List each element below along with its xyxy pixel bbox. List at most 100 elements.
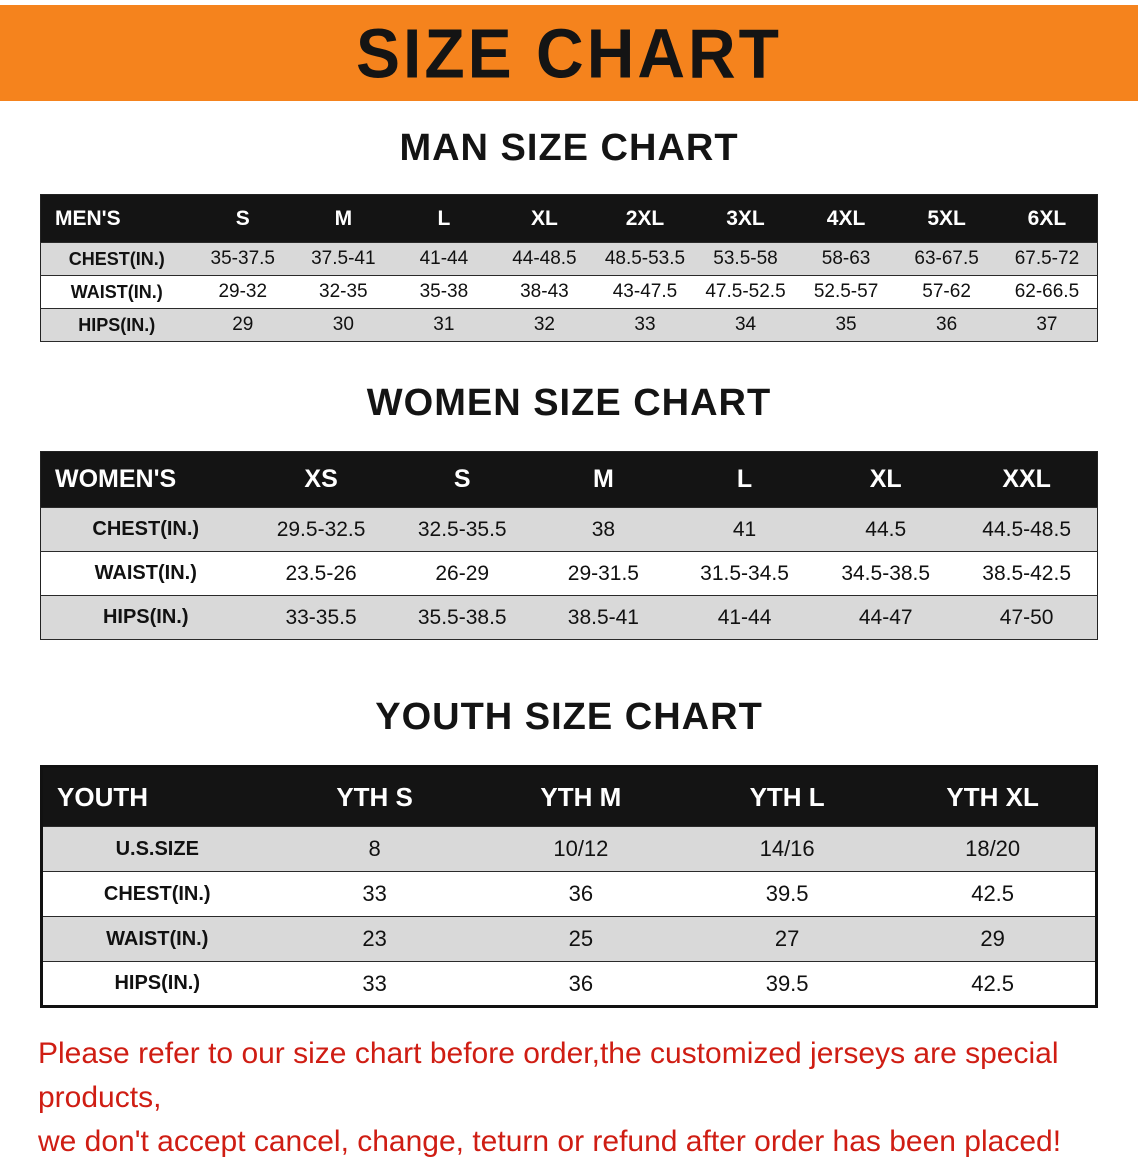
banner: SIZE CHART xyxy=(0,5,1138,101)
size-value: 38.5-41 xyxy=(532,595,674,640)
size-value: 42.5 xyxy=(890,961,1097,1007)
size-column-header: L xyxy=(673,451,816,508)
size-column-header: XXL xyxy=(956,451,1098,508)
size-value: 33-35.5 xyxy=(250,595,392,640)
size-value: 47.5-52.5 xyxy=(695,275,796,309)
size-value: 32-35 xyxy=(293,275,394,309)
measure-label: HIPS(IN.) xyxy=(41,961,272,1007)
table-corner-label: YOUTH xyxy=(41,766,272,827)
table-row: CHEST(IN.) 33 36 39.5 42.5 xyxy=(41,871,1097,917)
table-header-row: MEN'S S M L XL 2XL 3XL 4XL 5XL 6XL xyxy=(40,194,1098,243)
size-value: 33 xyxy=(594,308,696,342)
note-line-1: Please refer to our size chart before or… xyxy=(38,1037,1059,1114)
size-value: 44-48.5 xyxy=(494,242,595,276)
size-value: 44.5 xyxy=(815,507,957,552)
size-value: 31 xyxy=(393,308,495,342)
size-value: 33 xyxy=(271,871,478,917)
size-value: 23 xyxy=(271,916,478,962)
footer-note: Please refer to our size chart before or… xyxy=(38,1032,1100,1164)
size-value: 26-29 xyxy=(391,551,533,596)
measure-label: HIPS(IN.) xyxy=(40,595,251,640)
size-value: 35-38 xyxy=(393,275,495,309)
youth-size-table: YOUTH YTH S YTH M YTH L YTH XL U.S.SIZE 8 10/12… xyxy=(40,765,1098,1008)
size-value: 29.5-32.5 xyxy=(250,507,392,552)
size-value: 23.5-26 xyxy=(250,551,392,596)
youth-section: YOUTH SIZE CHART YOUTH YTH S YTH M YTH L YTH… xyxy=(0,696,1138,1008)
size-value: 29-32 xyxy=(192,275,294,309)
measure-label: WAIST(IN.) xyxy=(40,551,251,596)
size-value: 47-50 xyxy=(956,595,1098,640)
measure-label: U.S.SIZE xyxy=(41,826,272,872)
size-column-header: 5XL xyxy=(896,194,997,243)
measure-label: HIPS(IN.) xyxy=(40,308,193,342)
size-column-header: 6XL xyxy=(996,194,1098,243)
size-column-header: XL xyxy=(815,451,957,508)
size-column-header: XL xyxy=(494,194,595,243)
size-value: 36 xyxy=(477,961,684,1007)
size-value: 41 xyxy=(673,507,816,552)
size-column-header: YTH XL xyxy=(890,766,1097,827)
size-column-header: S xyxy=(192,194,294,243)
size-value: 32.5-35.5 xyxy=(391,507,533,552)
size-value: 67.5-72 xyxy=(996,242,1098,276)
women-heading: WOMEN SIZE CHART xyxy=(366,382,772,424)
size-value: 42.5 xyxy=(890,871,1097,917)
size-value: 63-67.5 xyxy=(896,242,997,276)
table-row: CHEST(IN.) 29.5-32.5 32.5-35.5 38 41 44.5 44.5… xyxy=(40,507,1098,552)
table-row: HIPS(IN.) 33 36 39.5 42.5 xyxy=(41,961,1097,1007)
size-value: 53.5-58 xyxy=(695,242,796,276)
size-value: 32 xyxy=(494,308,595,342)
size-column-header: 4XL xyxy=(795,194,897,243)
size-value: 31.5-34.5 xyxy=(673,551,816,596)
women-size-table: WOMEN'S XS S M L XL XXL CHEST(IN.) 29.5-32.5 32.5… xyxy=(40,451,1098,640)
measure-label: WAIST(IN.) xyxy=(40,275,193,309)
size-value: 25 xyxy=(477,916,684,962)
size-column-header: YTH L xyxy=(684,766,891,827)
table-header-row: YOUTH YTH S YTH M YTH L YTH XL xyxy=(41,766,1097,827)
women-section: WOMEN SIZE CHART WOMEN'S XS S M L XL XXL CHEST(… xyxy=(0,382,1138,640)
measure-label: WAIST(IN.) xyxy=(41,916,272,962)
size-value: 41-44 xyxy=(673,595,816,640)
size-value: 39.5 xyxy=(684,871,891,917)
table-row: WAIST(IN.) 23 25 27 29 xyxy=(41,916,1097,962)
size-value: 30 xyxy=(293,308,394,342)
size-value: 29 xyxy=(192,308,294,342)
size-value: 36 xyxy=(896,308,997,342)
size-value: 57-62 xyxy=(896,275,997,309)
size-value: 58-63 xyxy=(795,242,897,276)
measure-label: CHEST(IN.) xyxy=(40,507,251,552)
measure-label: CHEST(IN.) xyxy=(40,242,193,276)
size-value: 35.5-38.5 xyxy=(391,595,533,640)
size-value: 44.5-48.5 xyxy=(956,507,1098,552)
note-line-2: we don't accept cancel, change, teturn o… xyxy=(38,1125,1062,1158)
size-column-header: 2XL xyxy=(594,194,696,243)
size-column-header: M xyxy=(532,451,674,508)
size-value: 39.5 xyxy=(684,961,891,1007)
table-corner-label: WOMEN'S xyxy=(40,451,251,508)
size-value: 52.5-57 xyxy=(795,275,897,309)
size-value: 14/16 xyxy=(684,826,891,872)
table-header-row: WOMEN'S XS S M L XL XXL xyxy=(40,451,1098,508)
men-size-table: MEN'S S M L XL 2XL 3XL 4XL 5XL 6XL CHEST(IN.) 35-37… xyxy=(40,194,1098,342)
table-row: HIPS(IN.) 33-35.5 35.5-38.5 38.5-41 41-44 44-… xyxy=(40,595,1098,640)
size-value: 36 xyxy=(477,871,684,917)
size-value: 33 xyxy=(271,961,478,1007)
size-value: 62-66.5 xyxy=(996,275,1098,309)
size-column-header: S xyxy=(391,451,533,508)
size-column-header: 3XL xyxy=(695,194,796,243)
table-row: WAIST(IN.) 23.5-26 26-29 29-31.5 31.5-34.5 34… xyxy=(40,551,1098,596)
size-value: 43-47.5 xyxy=(594,275,696,309)
size-value: 37 xyxy=(996,308,1098,342)
size-value: 29-31.5 xyxy=(532,551,674,596)
size-column-header: YTH S xyxy=(271,766,478,827)
size-value: 35-37.5 xyxy=(192,242,294,276)
size-column-header: XS xyxy=(250,451,392,508)
size-column-header: YTH M xyxy=(477,766,684,827)
size-column-header: L xyxy=(393,194,495,243)
size-value: 37.5-41 xyxy=(293,242,394,276)
men-section: MAN SIZE CHART MEN'S S M L XL 2XL 3XL 4XL 5XL 6XL… xyxy=(0,127,1138,342)
size-value: 38.5-42.5 xyxy=(956,551,1098,596)
size-value: 18/20 xyxy=(890,826,1097,872)
page-title: SIZE CHART xyxy=(356,13,782,93)
size-value: 35 xyxy=(795,308,897,342)
